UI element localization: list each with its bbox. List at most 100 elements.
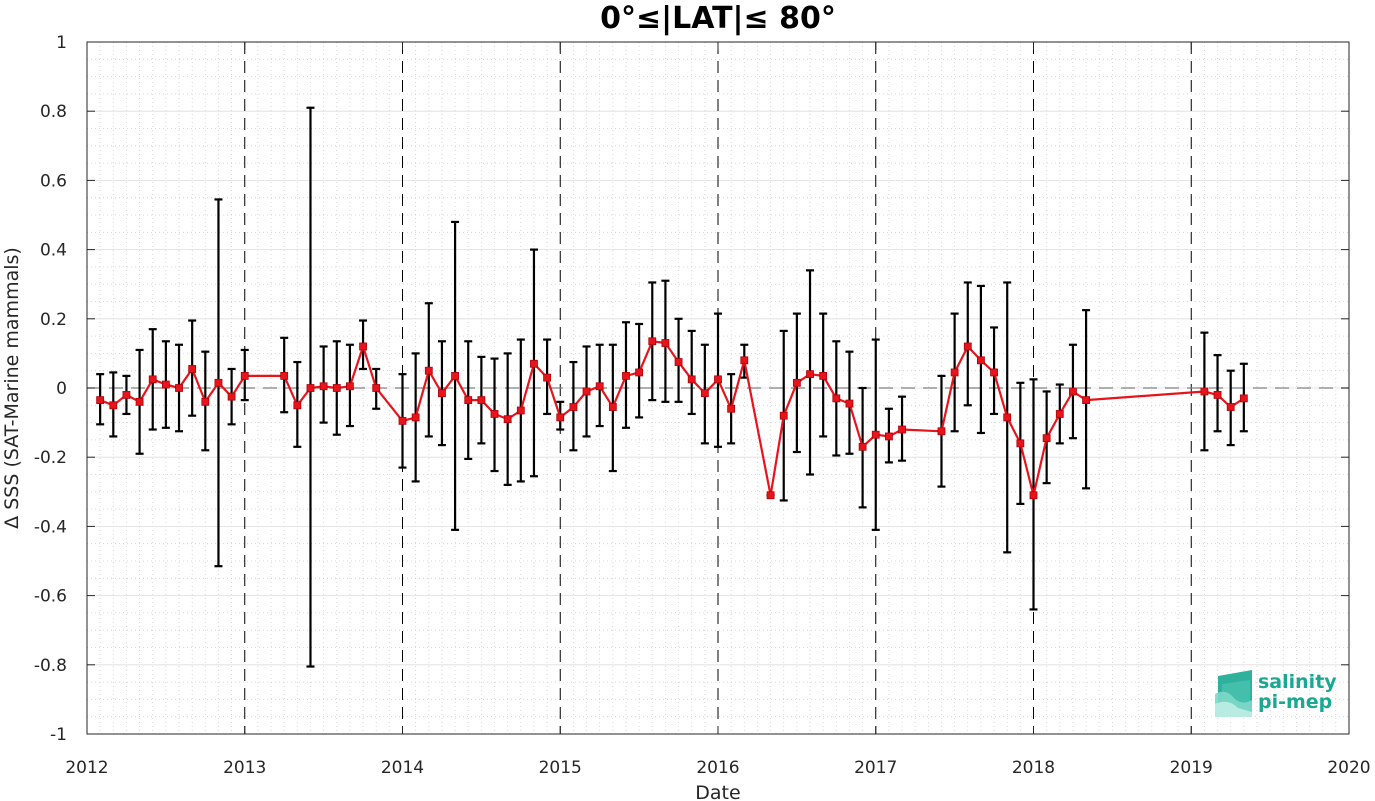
data-point-marker <box>372 384 381 392</box>
data-point-marker <box>884 432 893 441</box>
y-tick-label: -0.4 <box>34 517 67 537</box>
data-point-marker <box>1200 387 1209 396</box>
y-tick-label: 0.8 <box>40 102 67 122</box>
y-tick-label: 1 <box>56 33 67 53</box>
x-axis-label: Date <box>695 782 740 801</box>
chart-title: 0°≤|LAT|≤ 80° <box>600 1 836 36</box>
data-point-marker <box>766 491 775 500</box>
data-point-marker <box>963 342 972 351</box>
y-tick-label: 0 <box>56 379 67 399</box>
axis-ticks <box>86 41 1350 735</box>
x-tick-label: 2016 <box>696 758 739 778</box>
data-point-marker <box>490 410 499 418</box>
salinity-pi-mep-logo: salinity pi-mep <box>1215 670 1337 717</box>
data-point-marker <box>556 413 565 422</box>
data-point-marker <box>135 397 144 406</box>
data-point-marker <box>1069 387 1077 396</box>
data-point-marker <box>977 356 985 365</box>
data-point-marker <box>332 384 341 392</box>
x-tick-labels: 2012 2013 2014 2015 2016 2017 2018 2019 2020 <box>65 758 1370 778</box>
data-point-marker <box>148 375 157 384</box>
y-tick-label: -1 <box>50 725 67 745</box>
data-point-marker <box>674 358 683 366</box>
data-point-marker <box>819 371 828 380</box>
y-tick-label: -0.2 <box>34 448 67 468</box>
data-point-marker <box>714 375 722 384</box>
data-point-marker <box>161 380 170 389</box>
data-point-marker <box>700 389 709 398</box>
data-point-marker <box>635 368 644 377</box>
data-point-marker <box>1003 413 1012 422</box>
data-point-marker <box>280 371 289 380</box>
data-point-marker <box>319 382 328 391</box>
x-tick-label: 2019 <box>1170 758 1213 778</box>
data-point-marker <box>648 337 657 346</box>
data-point-marker <box>503 415 512 424</box>
y-tick-labels: 1 0.8 0.6 0.4 0.2 0 -0.2 -0.4 -0.6 -0.8 -1 <box>34 33 67 745</box>
x-tick-label: 2015 <box>539 758 582 778</box>
data-point-marker <box>950 368 959 377</box>
data-point-marker <box>871 430 880 439</box>
data-point-marker <box>1239 394 1248 403</box>
data-point-marker <box>1213 391 1222 399</box>
x-tick-label: 2020 <box>1327 758 1370 778</box>
data-point-marker <box>937 427 946 436</box>
data-point-marker <box>543 373 552 382</box>
data-point-marker <box>779 411 788 420</box>
data-point-marker <box>201 397 210 406</box>
data-point-marker <box>109 401 118 410</box>
data-point-marker <box>740 356 749 365</box>
y-tick-label: 0.6 <box>40 171 67 191</box>
data-point-marker <box>438 389 446 398</box>
y-tick-label: -0.8 <box>34 656 67 676</box>
data-point-marker <box>464 396 473 405</box>
data-point-marker <box>1016 439 1025 448</box>
data-point-marker <box>898 425 906 434</box>
data-point-marker <box>582 387 591 396</box>
data-point-marker <box>530 359 538 368</box>
data-point-marker <box>1082 396 1090 405</box>
data-point-marker <box>990 368 998 377</box>
data-point-marker <box>622 371 630 380</box>
data-point-marker <box>661 339 670 347</box>
data-point-marker <box>845 399 854 408</box>
y-axis-label: Δ SSS (SAT-Marine mammals) <box>1 247 23 529</box>
x-tick-label: 2018 <box>1012 758 1055 778</box>
logo-text-salinity: salinity <box>1258 671 1337 693</box>
data-point-marker <box>293 401 302 410</box>
logo-text-pi-mep: pi-mep <box>1258 691 1332 713</box>
data-point-marker <box>188 365 197 373</box>
y-tick-label: -0.6 <box>34 587 67 607</box>
data-point-marker <box>424 366 433 375</box>
x-tick-label: 2014 <box>381 758 424 778</box>
data-point-marker <box>398 416 407 425</box>
data-point-marker <box>1055 410 1064 418</box>
data-point-marker <box>240 371 249 380</box>
data-point-marker <box>608 403 617 411</box>
data-point-marker <box>306 384 315 392</box>
data-point-marker <box>214 378 223 387</box>
data-point-marker <box>227 392 236 401</box>
data-point-marker <box>1226 403 1235 411</box>
data-point-marker <box>792 378 801 387</box>
data-point-marker <box>516 406 525 415</box>
data-point-marker <box>832 394 841 403</box>
data-point-marker <box>346 382 354 391</box>
data-point-marker <box>175 384 183 392</box>
data-point-marker <box>96 396 105 405</box>
y-tick-label: 0.2 <box>40 310 67 330</box>
data-point-marker <box>1042 434 1051 443</box>
data-point-marker <box>687 375 696 384</box>
data-point-marker <box>411 413 420 422</box>
data-point-marker <box>122 391 131 399</box>
data-point-marker <box>359 342 367 351</box>
x-tick-label: 2012 <box>65 758 108 778</box>
data-point-marker <box>858 442 867 451</box>
error-bar <box>687 329 696 416</box>
series-markers <box>96 337 1248 500</box>
wave-logo-icon <box>1215 670 1252 717</box>
data-point-marker <box>569 403 578 411</box>
data-point-marker <box>595 382 604 391</box>
data-point-marker <box>727 404 736 413</box>
